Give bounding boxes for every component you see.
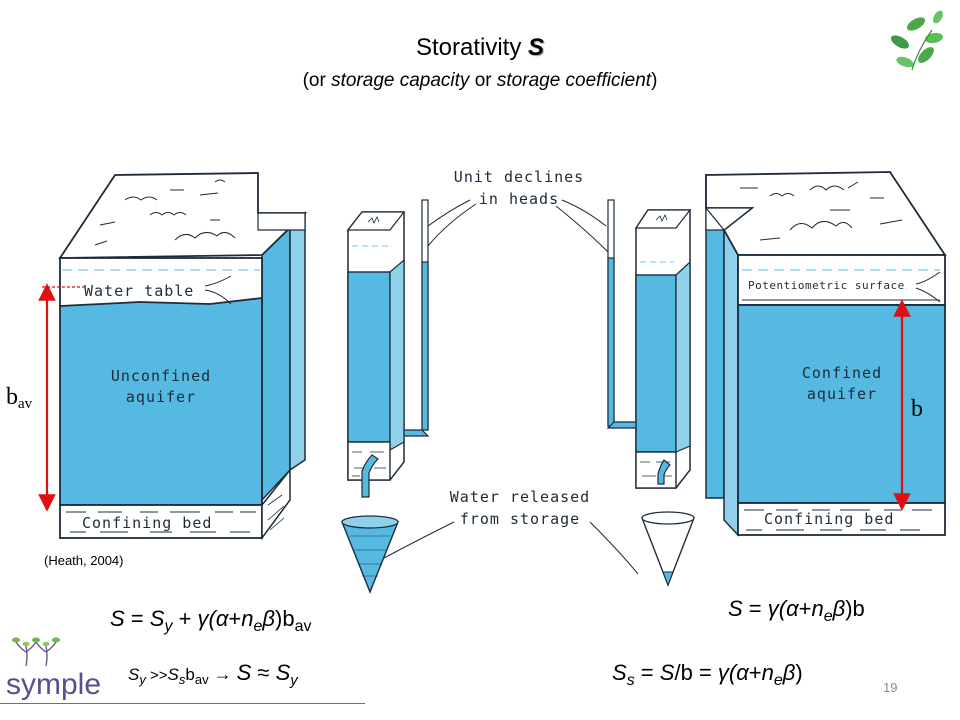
confined-label-line2: aquifer [807, 385, 877, 403]
subtitle-open: (or [302, 70, 332, 91]
symple-logo-text: symple [6, 668, 101, 701]
subtitle-term-storage-capacity: storage capacity [331, 70, 470, 91]
equation-approximation: Sy >>Ssbav → S ≈ Sy [128, 660, 299, 689]
confining-bed-label-left: Confining bed [82, 514, 212, 532]
title-symbol: S [528, 34, 545, 61]
slide-subtitle: (or storage capacity or storage coeffici… [0, 70, 960, 92]
subtitle-or: or [469, 70, 497, 91]
equation-unconfined: S = Sy + γ(α+neβ)bav [110, 606, 311, 635]
potentiometric-surface-label: Potentiometric surface [748, 279, 905, 292]
water-table-label: Water table [84, 282, 194, 300]
symple-logo-tree-icon [12, 637, 60, 667]
slide-title: Storativity S [0, 34, 960, 62]
unit-declines-label-line2: in heads [479, 190, 559, 208]
unconfined-aquifer-block: Water table Unconfined aquifer Confining… [42, 172, 308, 541]
leaf-logo-icon [890, 10, 943, 71]
confined-label-line1: Confined [802, 364, 882, 382]
equation-confined: S = γ(α+neβ)b [728, 596, 865, 625]
unconfined-label-line2: aquifer [126, 388, 196, 406]
confined-aquifer-block: Potentiometric surface Confined aquifer … [704, 171, 947, 537]
subtitle-close: ) [651, 70, 658, 91]
unit-declines-label-line1: Unit declines [454, 168, 584, 186]
equation-specific-storage: Ss = S/b = γ(α+neβ) [612, 660, 803, 689]
confined-well-prism [606, 199, 696, 587]
footer-divider [0, 703, 365, 704]
title-prefix: Storativity [415, 34, 528, 61]
b-label: b [911, 396, 923, 422]
page-number: 19 [883, 680, 898, 695]
water-released-label-line1: Water released [450, 488, 590, 506]
confining-bed-label-right: Confining bed [764, 510, 894, 528]
subtitle-term-storage-coefficient: storage coefficient [496, 70, 652, 91]
bav-label: bav [6, 384, 33, 412]
symple-logo: symple [6, 637, 101, 701]
water-released-label-line2: from storage [460, 510, 580, 528]
citation: (Heath, 2004) [44, 553, 124, 568]
unconfined-well-prism [340, 199, 430, 594]
unconfined-label-line1: Unconfined [111, 367, 211, 385]
